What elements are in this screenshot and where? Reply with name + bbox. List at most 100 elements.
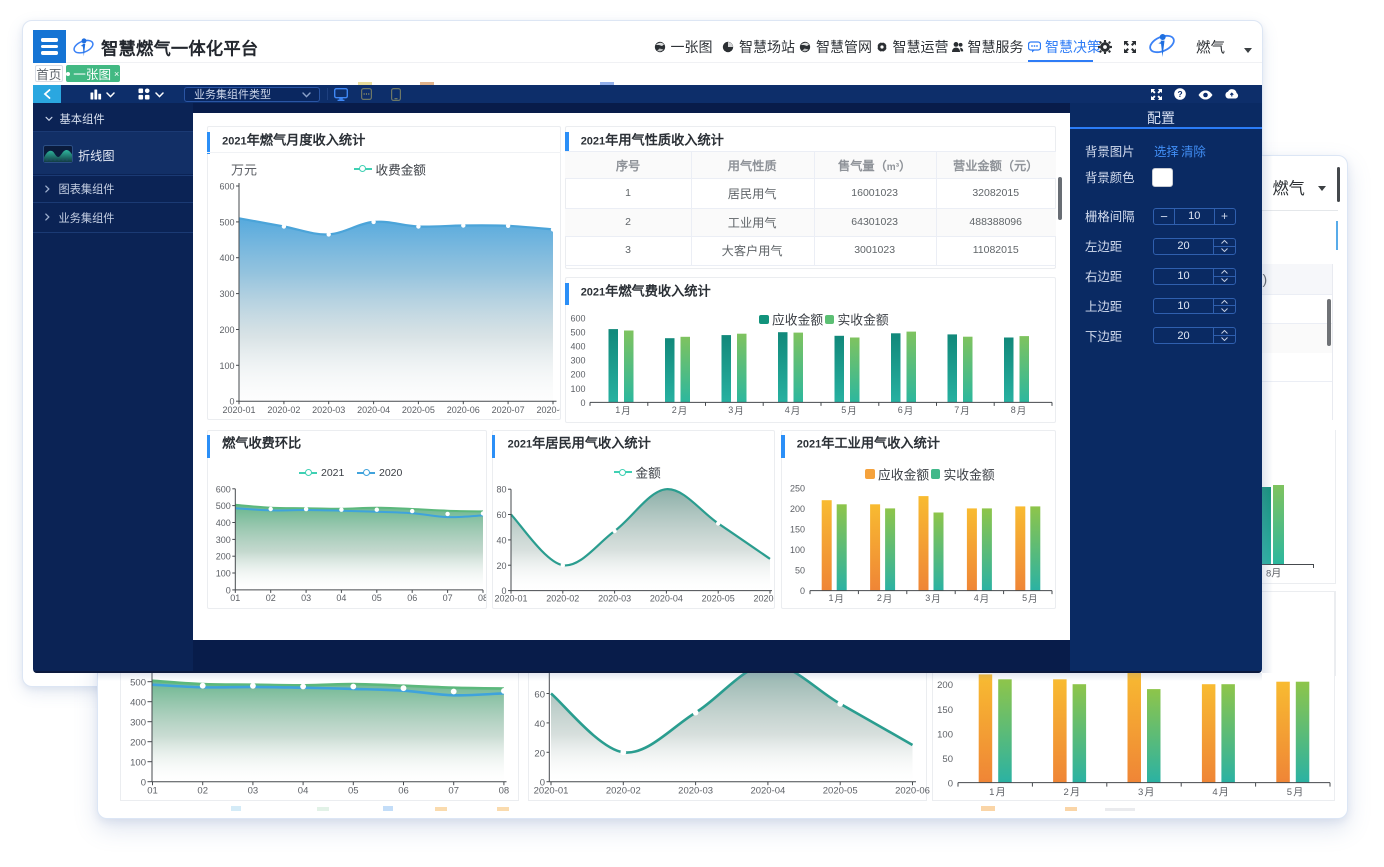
svg-text:0: 0 xyxy=(948,779,953,790)
svg-text:07: 07 xyxy=(448,786,459,797)
svg-text:2020-03: 2020-03 xyxy=(678,786,713,797)
svg-text:8: 8 xyxy=(1011,405,1016,415)
svg-text:500: 500 xyxy=(130,678,146,689)
svg-text:400: 400 xyxy=(219,253,234,263)
svg-text:20: 20 xyxy=(496,561,506,571)
svg-text:2020-06: 2020-06 xyxy=(895,786,930,797)
svg-text:300: 300 xyxy=(219,289,234,299)
svg-text:0: 0 xyxy=(229,397,234,407)
svg-text:200: 200 xyxy=(130,738,146,749)
svg-text:60: 60 xyxy=(534,690,545,701)
svg-text:3: 3 xyxy=(728,405,733,415)
svg-text:2020-06: 2020-06 xyxy=(753,594,774,604)
svg-text:05: 05 xyxy=(372,593,382,603)
svg-text:2020-05: 2020-05 xyxy=(702,594,735,604)
svg-text:1: 1 xyxy=(989,787,994,798)
svg-text:80: 80 xyxy=(496,485,506,495)
svg-text:2: 2 xyxy=(672,405,677,415)
svg-text:01: 01 xyxy=(147,786,158,797)
svg-text:04: 04 xyxy=(298,786,309,797)
svg-text:40: 40 xyxy=(534,719,545,730)
svg-text:3: 3 xyxy=(1138,787,1143,798)
svg-text:3: 3 xyxy=(925,593,930,603)
svg-text:2020-02: 2020-02 xyxy=(546,594,579,604)
svg-text:02: 02 xyxy=(197,786,208,797)
svg-text:0: 0 xyxy=(580,398,585,408)
svg-text:7: 7 xyxy=(954,405,959,415)
svg-text:40: 40 xyxy=(496,535,506,545)
svg-text:01: 01 xyxy=(230,593,240,603)
svg-text:03: 03 xyxy=(248,786,259,797)
svg-text:2: 2 xyxy=(877,593,882,603)
svg-text:1: 1 xyxy=(615,405,620,415)
svg-text:150: 150 xyxy=(790,525,805,535)
svg-text:2020-08: 2020-08 xyxy=(536,405,560,415)
svg-text:60: 60 xyxy=(496,510,506,520)
svg-text:500: 500 xyxy=(216,501,231,511)
svg-text:05: 05 xyxy=(348,786,359,797)
svg-text:200: 200 xyxy=(790,504,805,514)
svg-text:200: 200 xyxy=(937,680,953,691)
svg-text:500: 500 xyxy=(219,217,234,227)
svg-text:5: 5 xyxy=(1022,593,1027,603)
svg-text:2020-01: 2020-01 xyxy=(222,405,255,415)
svg-text:06: 06 xyxy=(407,593,417,603)
svg-text:03: 03 xyxy=(301,593,311,603)
svg-text:2020-03: 2020-03 xyxy=(312,405,345,415)
svg-text:600: 600 xyxy=(219,182,234,192)
svg-text:?: ? xyxy=(1177,89,1182,99)
svg-text:0: 0 xyxy=(141,778,146,789)
svg-text:600: 600 xyxy=(216,484,231,494)
svg-text:2020-04: 2020-04 xyxy=(650,594,683,604)
svg-text:5: 5 xyxy=(1287,787,1292,798)
svg-text:100: 100 xyxy=(570,384,585,394)
svg-text:100: 100 xyxy=(130,758,146,769)
svg-text:150: 150 xyxy=(937,705,953,716)
svg-text:200: 200 xyxy=(219,325,234,335)
svg-text:5: 5 xyxy=(841,405,846,415)
svg-text:4: 4 xyxy=(1212,787,1217,798)
svg-text:06: 06 xyxy=(398,786,409,797)
svg-text:50: 50 xyxy=(942,754,953,765)
svg-text:200: 200 xyxy=(570,370,585,380)
svg-text:100: 100 xyxy=(216,569,231,579)
svg-text:0: 0 xyxy=(226,585,231,595)
svg-text:2020-06: 2020-06 xyxy=(447,405,480,415)
svg-text:6: 6 xyxy=(898,405,903,415)
svg-text:50: 50 xyxy=(795,566,805,576)
svg-text:400: 400 xyxy=(570,342,585,352)
svg-text:400: 400 xyxy=(216,518,231,528)
svg-text:07: 07 xyxy=(443,593,453,603)
svg-text:400: 400 xyxy=(130,698,146,709)
svg-text:2: 2 xyxy=(1064,787,1069,798)
svg-text:2020-02: 2020-02 xyxy=(606,786,641,797)
svg-text:100: 100 xyxy=(937,729,953,740)
svg-text:100: 100 xyxy=(790,545,805,555)
svg-text:300: 300 xyxy=(130,718,146,729)
svg-text:2020-05: 2020-05 xyxy=(402,405,435,415)
svg-text:2020-03: 2020-03 xyxy=(598,594,631,604)
svg-text:1: 1 xyxy=(828,593,833,603)
svg-text:300: 300 xyxy=(216,535,231,545)
svg-text:0: 0 xyxy=(540,778,545,789)
svg-text:4: 4 xyxy=(785,405,790,415)
svg-text:0: 0 xyxy=(800,586,805,596)
svg-text:2020-01: 2020-01 xyxy=(494,594,527,604)
svg-text:600: 600 xyxy=(570,313,585,323)
svg-text:02: 02 xyxy=(266,593,276,603)
svg-text:300: 300 xyxy=(570,356,585,366)
svg-text:08: 08 xyxy=(478,593,486,603)
svg-text:0: 0 xyxy=(501,586,506,596)
svg-text:2020-05: 2020-05 xyxy=(823,786,858,797)
svg-text:2020-04: 2020-04 xyxy=(357,405,390,415)
svg-text:08: 08 xyxy=(499,786,510,797)
svg-text:2020-02: 2020-02 xyxy=(267,405,300,415)
svg-text:04: 04 xyxy=(336,593,346,603)
svg-text:2020-07: 2020-07 xyxy=(492,405,525,415)
svg-text:20: 20 xyxy=(534,748,545,759)
svg-text:250: 250 xyxy=(790,483,805,493)
svg-text:2020-01: 2020-01 xyxy=(534,786,569,797)
svg-text:2020-04: 2020-04 xyxy=(750,786,785,797)
svg-text:500: 500 xyxy=(570,327,585,337)
svg-text:100: 100 xyxy=(219,361,234,371)
